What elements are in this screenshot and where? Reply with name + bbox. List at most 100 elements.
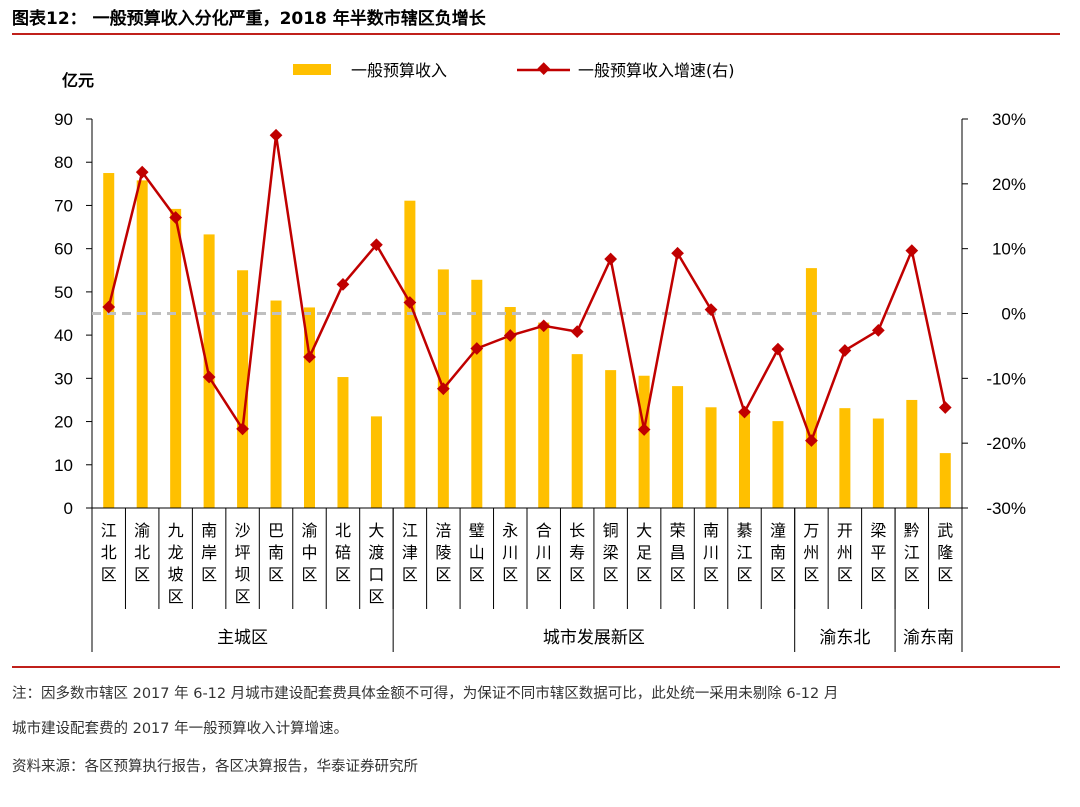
bar <box>471 279 483 508</box>
right-tick-label: 30% <box>992 110 1026 129</box>
category-label: 黔江区 <box>904 521 920 584</box>
line-marker <box>938 401 952 414</box>
category-label: 渝中区 <box>301 521 317 584</box>
left-tick-label: 70 <box>54 196 73 215</box>
category-label: 潼南区 <box>770 521 786 584</box>
left-tick-label: 30 <box>54 369 73 388</box>
line-marker <box>269 128 283 142</box>
left-tick-label: 50 <box>54 283 73 302</box>
left-tick-label: 60 <box>54 240 73 259</box>
right-axis: -30% -20% -10% 0% 10% 20% 30% <box>962 110 1026 518</box>
category-label: 大足区 <box>636 521 652 584</box>
bar <box>605 370 617 508</box>
category-label: 江北区 <box>101 521 117 584</box>
category-label: 万州区 <box>803 521 819 584</box>
bar <box>805 268 817 508</box>
bar <box>170 208 182 508</box>
line-marker <box>202 370 216 384</box>
line-marker <box>102 300 116 314</box>
category-label: 沙坪坝区 <box>235 521 251 606</box>
category-axis: 江北区 渝北区 九龙坡区 南岸区 沙坪坝区 巴南区 渝中区 北碚区 大渡口区 江津区 涪陵区 璧山区 永… <box>91 508 963 652</box>
category-label: 璧山区 <box>469 521 485 584</box>
right-tick-label: 10% <box>992 240 1026 259</box>
chart: 0 10 20 30 40 50 60 70 80 90 -30% -20% -10% 0% 10% 20%… <box>54 61 1026 652</box>
bar <box>672 386 684 508</box>
line-marker <box>470 342 484 355</box>
line-marker <box>236 422 249 436</box>
legend-bar-swatch <box>293 64 331 75</box>
category-label: 合川区 <box>536 521 552 584</box>
left-axis-unit: 亿元 <box>62 71 94 90</box>
group-label: 渝东北 <box>819 628 870 648</box>
bar <box>872 418 884 508</box>
bar <box>538 322 550 508</box>
left-tick-label: 90 <box>54 110 73 129</box>
category-label: 巴南区 <box>268 521 284 584</box>
group-label: 主城区 <box>217 628 268 648</box>
left-axis: 0 10 20 30 40 50 60 70 80 90 <box>54 110 92 518</box>
category-label: 渝北区 <box>134 521 150 584</box>
category-label: 开州区 <box>837 521 853 584</box>
legend: 一般预算收入 一般预算收入增速(右) <box>293 61 735 80</box>
right-tick-label: 0% <box>1001 305 1026 324</box>
bar <box>337 377 349 508</box>
category-label: 南川区 <box>703 521 719 584</box>
group-label: 渝东南 <box>903 628 954 648</box>
left-tick-label: 20 <box>54 413 73 432</box>
bar <box>404 200 416 508</box>
growth-line <box>107 133 947 442</box>
bar <box>103 173 115 508</box>
category-label: 荣昌区 <box>670 521 686 584</box>
category-label: 武隆区 <box>937 521 953 584</box>
source-line: 资料来源：各区预算执行报告，各区决算报告，华泰证券研究所 <box>12 759 418 775</box>
left-tick-label: 80 <box>54 153 73 172</box>
line-marker <box>336 277 350 291</box>
group-label: 城市发展新区 <box>543 628 645 648</box>
line-series <box>102 128 952 447</box>
bar <box>270 300 282 508</box>
right-tick-label: -10% <box>986 369 1026 388</box>
bar-series <box>103 173 951 509</box>
line-marker <box>135 165 149 179</box>
line-marker <box>370 238 383 252</box>
note-line-2: 城市建设配套费的 2017 年一般预算收入计算增速。 <box>12 721 349 737</box>
left-tick-label: 10 <box>54 456 73 475</box>
right-tick-label: -20% <box>986 434 1026 453</box>
right-tick-label: 20% <box>992 175 1026 194</box>
bar <box>939 453 951 508</box>
line-marker <box>403 296 417 309</box>
legend-bar-label: 一般预算收入 <box>351 61 447 80</box>
category-label: 綦江区 <box>736 521 752 584</box>
bar <box>504 307 516 508</box>
figure-title: 图表12： 一般预算收入分化严重，2018 年半数市辖区负增长 <box>12 9 486 29</box>
category-label: 江津区 <box>402 521 418 584</box>
line-marker <box>604 252 618 266</box>
line-marker <box>671 246 684 260</box>
category-label: 铜梁区 <box>603 521 619 584</box>
category-label: 长寿区 <box>569 521 585 584</box>
bar <box>571 354 583 508</box>
bar <box>237 270 249 508</box>
bar <box>638 375 650 508</box>
title-rule <box>12 33 1060 35</box>
line-marker <box>838 344 852 357</box>
bar <box>705 407 717 508</box>
category-label: 南岸区 <box>201 521 217 584</box>
category-label: 北碚区 <box>335 521 351 584</box>
bar <box>772 421 784 508</box>
bar <box>839 408 851 508</box>
bar <box>136 180 148 508</box>
bottom-rule <box>12 666 1060 668</box>
right-tick-label: -30% <box>986 499 1026 518</box>
line-marker <box>303 350 316 364</box>
left-tick-label: 0 <box>64 499 73 518</box>
line-marker <box>905 244 919 257</box>
note-line-1: 注：因多数市辖区 2017 年 6-12 月城市建设配套费具体金额不可得，为保证… <box>12 686 839 702</box>
bar <box>906 399 918 508</box>
legend-line-marker <box>537 62 551 75</box>
category-label: 梁平区 <box>870 521 886 584</box>
line-marker <box>771 342 785 356</box>
line-marker <box>570 325 584 339</box>
bar <box>370 416 382 508</box>
bar <box>304 307 315 508</box>
